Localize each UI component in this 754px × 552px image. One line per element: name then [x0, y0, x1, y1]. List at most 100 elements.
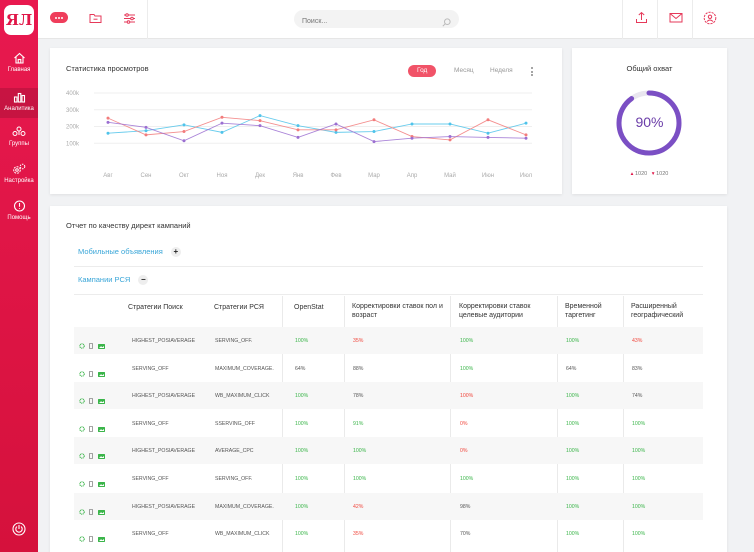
image-icon[interactable]: [98, 419, 105, 437]
table-row[interactable]: SERVING_OFF SERVING_OFF. 100% 100% 100% 100% 1…: [74, 465, 703, 492]
table-row[interactable]: SERVING_OFF MAXIMUM_COVERAGE. 64% 88% 100% 64…: [74, 355, 703, 382]
col-header-audiences[interactable]: Корректировки ставок целевые аудитории: [459, 303, 531, 319]
data-point: [448, 135, 452, 139]
image-icon[interactable]: [98, 502, 105, 520]
sidebar-item-home[interactable]: Главная: [0, 52, 38, 82]
profile-settings-button[interactable]: [703, 11, 717, 30]
search-icon[interactable]: [442, 14, 451, 32]
tab-week[interactable]: Неделя: [490, 67, 513, 74]
mail-button[interactable]: [669, 11, 683, 29]
table-row[interactable]: SERVING_OFF SSERVING_OFF 100% 91% 0% 100% 100%: [74, 410, 703, 437]
group-rsya-campaigns[interactable]: Кампании РСЯ −: [78, 275, 149, 286]
image-icon[interactable]: [98, 529, 105, 547]
cell-gender: 100%: [353, 476, 367, 482]
app-logo[interactable]: ЯЛ: [4, 5, 34, 35]
folder-button[interactable]: [89, 11, 102, 29]
tab-year[interactable]: Год: [408, 65, 437, 77]
cell-search: SERVING_OFF: [132, 365, 169, 372]
phone-icon[interactable]: [89, 336, 94, 354]
data-point: [220, 130, 224, 134]
cell-gender: 78%: [353, 393, 364, 400]
more-icon[interactable]: [50, 12, 68, 23]
cell-geo: 100%: [632, 476, 646, 482]
cell-time: 100%: [566, 476, 580, 482]
image-icon[interactable]: [98, 391, 105, 409]
phone-icon[interactable]: [89, 446, 94, 464]
filters-button[interactable]: [123, 11, 136, 29]
sidebar-item-label: Группы: [9, 141, 29, 147]
upload-button[interactable]: [635, 11, 648, 29]
power-button[interactable]: [12, 522, 26, 541]
data-point: [106, 116, 110, 120]
cell-geo: 74%: [632, 393, 643, 400]
gear-icon[interactable]: [79, 419, 85, 437]
table-row[interactable]: HIGHEST_POSIAVERAGE AVERAGE_CPC 100% 100% 0%…: [74, 437, 703, 465]
table-header: Стратегии Поиск Стратегии РСЯ OpenStat К…: [74, 296, 703, 332]
collapse-icon[interactable]: −: [138, 275, 149, 286]
table-row[interactable]: HIGHEST_POSIAVERAGE WB_MAXIMUM_CLICK 100% 7…: [74, 382, 703, 410]
cell-audience: 98%: [460, 503, 471, 510]
phone-icon[interactable]: [89, 364, 94, 382]
col-header-geo[interactable]: Расширенный географический: [631, 303, 684, 319]
sidebar-item-help[interactable]: Помощь: [0, 200, 38, 230]
phone-icon[interactable]: [89, 529, 94, 547]
data-point: [144, 125, 148, 129]
phone-icon[interactable]: [89, 419, 94, 437]
cell-rsya: SSERVING_OFF: [215, 420, 255, 427]
data-point: [410, 136, 414, 140]
phone-icon[interactable]: [89, 474, 94, 492]
col-header-rsya[interactable]: Стратегии РСЯ: [214, 304, 264, 311]
cell-search: HIGHEST_POSIAVERAGE: [132, 503, 196, 510]
cell-gender: 91%: [353, 420, 364, 427]
topbar: [38, 0, 754, 39]
image-icon[interactable]: [98, 336, 105, 354]
cell-time: 100%: [566, 531, 580, 538]
cell-geo: 83%: [632, 365, 643, 372]
y-tick-label: 100k: [66, 141, 80, 147]
views-stats-card: Статистика просмотров Год Месяц Неделя 4…: [50, 48, 562, 194]
table-title: Отчет по качеству директ кампаний: [66, 221, 191, 230]
group-label: Мобильные объявления: [78, 247, 163, 256]
gear-icon[interactable]: [79, 446, 85, 464]
col-header-openstat[interactable]: OpenStat: [294, 304, 324, 311]
sidebar-item-settings[interactable]: Настройка: [0, 163, 38, 193]
kebab-menu-icon[interactable]: [531, 67, 533, 78]
x-tick-label: Авг: [103, 173, 113, 179]
gear-icon[interactable]: [79, 474, 85, 492]
data-point: [220, 115, 224, 119]
cell-audience: 100%: [460, 365, 474, 372]
phone-icon[interactable]: [89, 502, 94, 520]
image-icon[interactable]: [98, 446, 105, 464]
image-icon[interactable]: [98, 474, 105, 492]
gear-icon[interactable]: [79, 391, 85, 409]
cell-geo: 100%: [632, 448, 646, 455]
search-input[interactable]: [294, 12, 434, 31]
sidebar-item-analytics[interactable]: Аналитика: [0, 88, 38, 118]
col-header-gender-age[interactable]: Корректировки ставок пол и возраст: [352, 303, 443, 319]
groups-icon: [12, 126, 26, 136]
table-row[interactable]: HIGHEST_POSIAVERAGE SERVING_OFF. 100% 35% 10…: [74, 327, 703, 354]
expand-icon[interactable]: +: [170, 247, 181, 258]
folder-icon: [89, 14, 102, 23]
arrow-down-icon: ▾: [651, 171, 655, 177]
data-point: [182, 139, 186, 143]
cell-search: SERVING_OFF: [132, 476, 169, 482]
gear-icon[interactable]: [79, 502, 85, 520]
table-row[interactable]: HIGHEST_POSIAVERAGE MAXIMUM_COVERAGE. 100%…: [74, 492, 703, 520]
reach-legend-down: 1020: [656, 171, 669, 177]
cell-search: HIGHEST_POSIAVERAGE: [132, 338, 196, 344]
col-header-time-targeting[interactable]: Временной таргетинг: [565, 303, 602, 319]
data-point: [144, 133, 148, 137]
image-icon[interactable]: [98, 364, 105, 382]
data-point: [372, 118, 376, 122]
sidebar-item-groups[interactable]: Группы: [0, 126, 38, 156]
tab-month[interactable]: Месяц: [454, 67, 474, 74]
phone-icon[interactable]: [89, 391, 94, 409]
gear-icon[interactable]: [79, 529, 85, 547]
data-point: [372, 130, 376, 134]
group-mobile-ads[interactable]: Мобильные объявления +: [78, 247, 181, 258]
table-row[interactable]: SERVING_OFF WB_MAXIMUM_CLICK 100% 35% 70% 100…: [74, 520, 703, 547]
col-header-search[interactable]: Стратегии Поиск: [128, 304, 183, 311]
gear-icon[interactable]: [79, 364, 85, 382]
gear-icon[interactable]: [79, 336, 85, 354]
